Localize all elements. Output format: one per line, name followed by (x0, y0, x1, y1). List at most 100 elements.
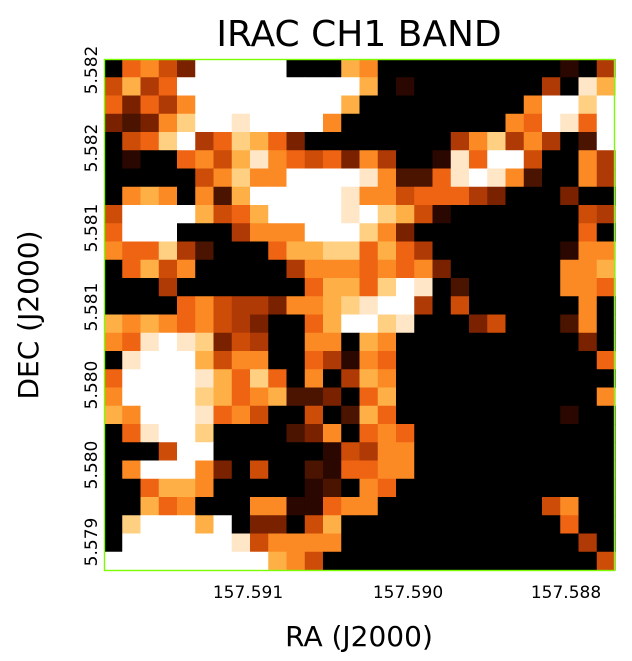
heatmap-cell (177, 478, 196, 498)
heatmap-cell (377, 387, 397, 407)
heatmap-cell (304, 113, 324, 133)
heatmap-cell (359, 259, 379, 279)
heatmap-cell (286, 168, 306, 188)
heatmap-cell (213, 259, 233, 279)
heatmap-cell (231, 296, 251, 316)
heatmap-cell (432, 150, 452, 170)
heatmap-cell (122, 168, 142, 188)
heatmap-cell (268, 95, 288, 115)
heatmap-cell (122, 442, 142, 462)
heatmap-cell (122, 186, 142, 206)
heatmap-cell (542, 515, 561, 535)
heatmap-cell (195, 387, 215, 407)
heatmap-cell (377, 551, 397, 571)
heatmap-cell (268, 296, 288, 316)
heatmap-cell (323, 551, 342, 571)
heatmap-cell (286, 77, 306, 97)
heatmap-cell (596, 314, 616, 334)
heatmap-cell (231, 351, 251, 370)
heatmap-cell (560, 113, 580, 133)
heatmap-cell (560, 59, 580, 78)
heatmap-cell (596, 77, 616, 97)
heatmap-cell (432, 259, 452, 279)
chart-title: IRAC CH1 BAND (216, 14, 501, 55)
heatmap-cell (195, 95, 215, 115)
heatmap-cell (195, 478, 215, 498)
heatmap-cell (122, 77, 142, 97)
heatmap-cell (177, 150, 196, 170)
heatmap-cell (250, 478, 269, 498)
heatmap-cell (213, 405, 233, 425)
heatmap-cell (359, 478, 379, 498)
heatmap-cell (323, 241, 342, 261)
heatmap-cell (231, 405, 251, 425)
heatmap-cell (231, 113, 251, 133)
heatmap-cell (596, 113, 616, 133)
heatmap-cell (414, 150, 434, 170)
heatmap-cell (195, 515, 215, 535)
heatmap-cell (177, 515, 196, 535)
heatmap-cell (578, 241, 598, 261)
heatmap-cell (359, 551, 379, 571)
heatmap-cell (578, 551, 598, 571)
heatmap-cell (432, 186, 452, 206)
heatmap-cell (560, 150, 580, 170)
heatmap-cell (177, 387, 196, 407)
heatmap-cell (104, 351, 123, 370)
heatmap-cell (341, 551, 361, 571)
heatmap-cell (505, 351, 525, 370)
heatmap-cell (396, 369, 415, 389)
heatmap-cell (359, 77, 379, 97)
heatmap-cell (286, 205, 306, 224)
heatmap-cell (523, 314, 543, 334)
heatmap-cell (432, 59, 452, 78)
heatmap-cell (250, 551, 269, 571)
heatmap-cell (213, 186, 233, 206)
heatmap-cell (560, 351, 580, 370)
heatmap-cell (177, 278, 196, 297)
heatmap-cell (487, 259, 507, 279)
heatmap-cell (469, 132, 488, 151)
heatmap-cell (578, 497, 598, 516)
heatmap-cell (268, 460, 288, 480)
heatmap-cell (104, 113, 123, 133)
heatmap-cell (231, 95, 251, 115)
heatmap-cell (578, 205, 598, 224)
heatmap-cell (250, 460, 269, 480)
y-tick-label: 5.580 (82, 361, 102, 410)
heatmap-cell (323, 259, 342, 279)
heatmap-cell (505, 497, 525, 516)
heatmap-cell (469, 314, 488, 334)
heatmap-cell (505, 223, 525, 243)
heatmap-cell (414, 351, 434, 370)
heatmap-cell (523, 278, 543, 297)
heatmap-cell (523, 424, 543, 443)
heatmap-cell (323, 95, 342, 115)
heatmap-cell (304, 405, 324, 425)
heatmap-cell (432, 314, 452, 334)
heatmap-cell (414, 533, 434, 553)
heatmap-cell (596, 223, 616, 243)
heatmap-cell (560, 241, 580, 261)
heatmap-cell (195, 332, 215, 352)
heatmap-cell (487, 278, 507, 297)
heatmap-cell (450, 405, 470, 425)
heatmap-cell (158, 351, 178, 370)
heatmap-cell (323, 478, 342, 498)
heatmap-cell (469, 59, 488, 78)
heatmap-cell (286, 59, 306, 78)
heatmap-cell (104, 150, 123, 170)
heatmap-cell (158, 223, 178, 243)
heatmap-cell (523, 223, 543, 243)
heatmap-cell (542, 369, 561, 389)
heatmap-cell (505, 332, 525, 352)
heatmap-cell (286, 387, 306, 407)
y-axis: 5.579 5.580 5.580 5.581 5.581 5.582 5.582 (82, 46, 102, 567)
heatmap-cell (523, 369, 543, 389)
heatmap-cell (286, 278, 306, 297)
heatmap-cell (505, 515, 525, 535)
heatmap-cell (450, 259, 470, 279)
heatmap-cell (250, 314, 269, 334)
heatmap-cell (213, 387, 233, 407)
heatmap-cell (122, 369, 142, 389)
